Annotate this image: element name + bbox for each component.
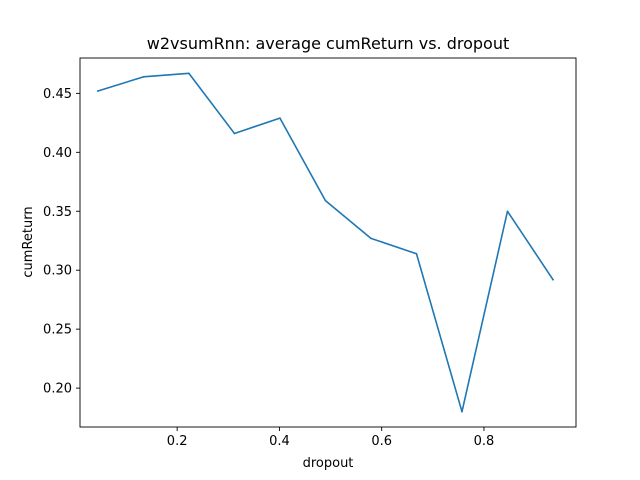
x-tick-label: 0.4 [269, 434, 290, 449]
y-tick-label: 0.25 [43, 323, 72, 338]
data-point [461, 410, 463, 413]
x-tick-label: 0.6 [371, 434, 392, 449]
data-point [324, 199, 327, 202]
y-axis-label: cumReturn [21, 206, 36, 277]
x-tick-label: 0.8 [474, 434, 495, 449]
chart-title: w2vsumRnn: average cumReturn vs. dropout [147, 34, 509, 53]
plot-frame [79, 57, 577, 428]
data-point [415, 252, 418, 255]
y-tick-label: 0.30 [43, 264, 72, 279]
plot-area [96, 72, 555, 413]
data-point [370, 237, 372, 240]
x-axis-label: dropout [303, 456, 354, 471]
data-point [97, 90, 99, 92]
y-tick-label: 0.35 [43, 205, 72, 220]
data-point [506, 210, 509, 213]
y-tick-label: 0.40 [43, 146, 72, 161]
data-point [552, 278, 554, 281]
y-axis-ticks: 0.20 0.25 0.30 0.35 0.40 0.45 [43, 87, 80, 397]
y-tick-label: 0.20 [43, 382, 72, 397]
data-point [233, 132, 236, 135]
data-point [279, 117, 281, 119]
data-point [142, 76, 145, 78]
x-tick-label: 0.2 [167, 434, 188, 449]
x-axis-ticks: 0.2 0.4 0.6 0.8 [167, 427, 494, 449]
series-points [97, 72, 554, 413]
data-point [188, 72, 190, 75]
y-tick-label: 0.45 [43, 87, 72, 102]
